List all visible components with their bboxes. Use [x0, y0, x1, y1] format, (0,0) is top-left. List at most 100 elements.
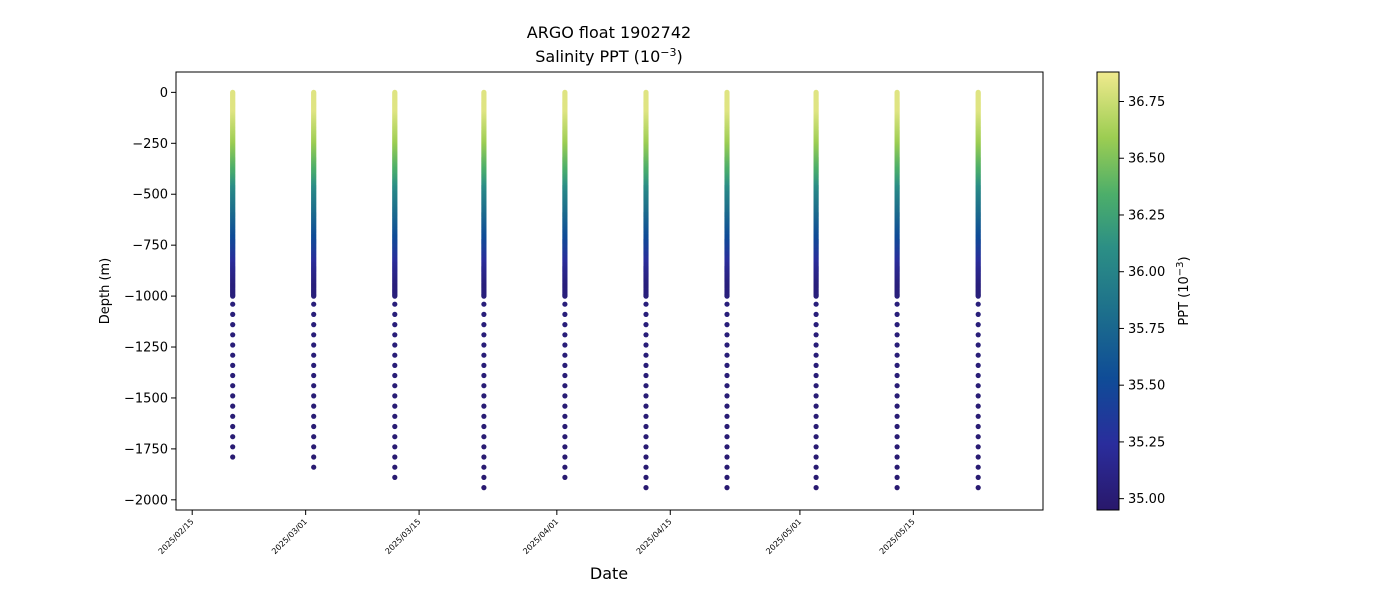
data-point	[894, 362, 900, 368]
data-point	[975, 403, 981, 409]
data-point	[311, 322, 317, 328]
data-point	[643, 362, 649, 368]
data-point	[975, 342, 981, 348]
x-tick-label: 2025/05/01	[764, 517, 803, 556]
data-point	[975, 362, 981, 368]
data-point	[230, 342, 236, 348]
data-point	[230, 454, 236, 460]
data-point	[813, 301, 819, 307]
data-point	[894, 413, 900, 419]
data-point	[481, 342, 487, 348]
data-point	[562, 383, 568, 389]
data-point	[481, 454, 487, 460]
data-point	[311, 293, 317, 299]
data-point	[562, 423, 568, 430]
data-point	[813, 454, 819, 460]
data-point	[311, 352, 317, 358]
data-point	[562, 332, 568, 338]
data-point	[392, 322, 398, 328]
data-point	[813, 332, 819, 338]
data-point	[724, 352, 730, 358]
data-point	[481, 444, 487, 450]
data-point	[392, 403, 398, 409]
data-point	[481, 332, 487, 338]
data-point	[813, 464, 819, 470]
data-point	[392, 372, 398, 379]
data-point	[481, 474, 487, 480]
data-point	[724, 434, 730, 440]
plot-area: 0 −250 −500 −750 −1000 −1250 −1500 −1750 −2000 2…	[124, 71, 1044, 556]
data-point	[975, 311, 981, 317]
chart-subtitle: Salinity PPT (10−3)	[535, 46, 683, 66]
colorbar-label: PPT (10−3)	[1175, 256, 1192, 325]
profile-2025-04-22	[724, 89, 730, 491]
colorbar-tick-label: 36.25	[1128, 208, 1165, 223]
data-point	[724, 413, 730, 419]
data-point	[392, 413, 398, 419]
data-point	[311, 301, 317, 307]
data-point	[724, 301, 730, 307]
colorbar: 35.00 35.25 35.50 35.75 36.00 36.25 36.50 36.75…	[1096, 71, 1192, 511]
data-point	[813, 403, 819, 409]
colorbar-tick-label: 35.75	[1128, 322, 1165, 337]
data-point	[392, 383, 398, 389]
chart-subtitle-exponent: −3	[660, 46, 676, 59]
colorbar-label-close: )	[1177, 256, 1192, 261]
data-point	[230, 293, 236, 299]
data-point	[813, 444, 819, 450]
data-point	[813, 423, 819, 430]
data-point	[481, 301, 487, 307]
y-tick-label: −1250	[124, 341, 168, 356]
data-point	[562, 311, 568, 317]
data-point	[392, 352, 398, 358]
data-point	[975, 464, 981, 470]
data-point	[813, 352, 819, 358]
data-point	[813, 342, 819, 348]
data-point	[481, 383, 487, 389]
data-point	[311, 383, 317, 389]
data-point	[311, 464, 317, 470]
data-point	[894, 332, 900, 338]
data-point	[975, 293, 981, 299]
data-point	[311, 403, 317, 409]
data-point	[724, 403, 730, 409]
data-point	[481, 393, 487, 399]
data-point	[643, 342, 649, 348]
data-point	[311, 413, 317, 419]
data-point	[975, 413, 981, 419]
data-point	[562, 293, 568, 299]
data-point	[562, 474, 568, 480]
x-tick-label: 2025/03/01	[270, 517, 309, 556]
data-point	[894, 444, 900, 450]
colorbar-tick-label: 36.50	[1128, 152, 1165, 167]
data-point	[392, 464, 398, 470]
data-point	[311, 372, 317, 379]
data-point	[724, 454, 730, 460]
data-point	[894, 293, 900, 299]
data-point	[724, 444, 730, 450]
data-point	[813, 383, 819, 389]
data-point	[643, 413, 649, 419]
data-point	[230, 362, 236, 368]
data-point	[230, 383, 236, 389]
colorbar-ticks: 35.00 35.25 35.50 35.75 36.00 36.25 36.50 36.75	[1119, 95, 1165, 507]
data-point	[230, 311, 236, 317]
data-point	[230, 322, 236, 328]
data-point	[643, 322, 649, 328]
data-point	[724, 342, 730, 348]
data-point	[392, 423, 398, 430]
data-point	[311, 434, 317, 440]
data-point	[481, 362, 487, 368]
data-point	[311, 454, 317, 460]
data-point	[894, 454, 900, 460]
data-point	[724, 293, 730, 299]
data-point	[230, 352, 236, 358]
data-point	[562, 434, 568, 440]
data-point	[230, 403, 236, 409]
data-point	[392, 342, 398, 348]
data-point	[481, 352, 487, 358]
data-point	[975, 444, 981, 450]
data-point	[230, 434, 236, 440]
data-point	[562, 413, 568, 419]
profile-2025-05-13	[894, 89, 900, 491]
